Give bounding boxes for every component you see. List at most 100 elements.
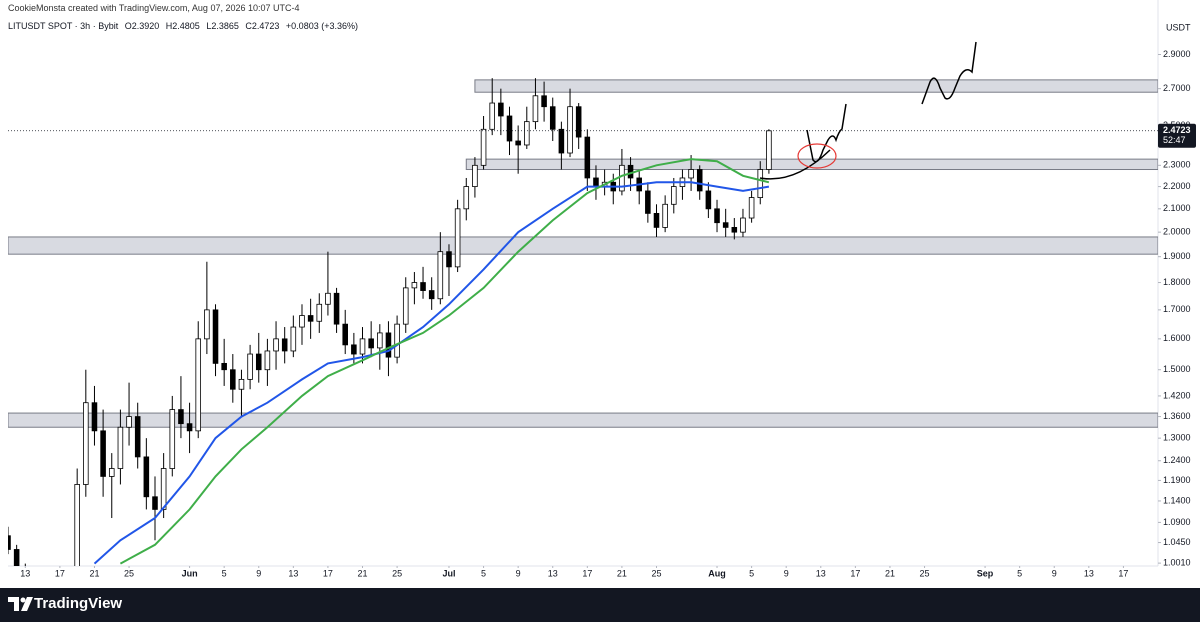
candle-body: [290, 326, 297, 352]
candle-body: [584, 136, 591, 179]
candle-body: [230, 369, 236, 390]
y-tick-label: 1.6000: [1163, 333, 1191, 343]
credit: CookieMonsta created with TradingView.co…: [8, 3, 300, 13]
candle-body: [307, 315, 314, 322]
candle-body: [143, 456, 150, 498]
y-tick-label: 1.0010: [1163, 558, 1191, 568]
x-tick-label: 25: [920, 568, 930, 578]
path-drawing: [921, 41, 977, 105]
candle-body: [541, 95, 547, 108]
candle-body: [671, 186, 677, 205]
candle-body: [757, 169, 764, 198]
candle-body: [316, 303, 323, 322]
x-tick-label: Jun: [182, 568, 198, 578]
candle-body: [325, 292, 331, 305]
y-tick-label: 1.0450: [1163, 537, 1191, 547]
x-tick-label: 21: [885, 568, 895, 578]
y-tick-label: 2.1000: [1163, 203, 1191, 213]
candle-body: [696, 169, 703, 192]
background: [0, 0, 1200, 588]
x-tick-label: 17: [323, 568, 333, 578]
x-tick-label: Jul: [442, 568, 455, 578]
candle-body: [489, 102, 495, 130]
x-tick-label: 25: [392, 568, 402, 578]
x-tick-label: 17: [55, 568, 65, 578]
y-tick-label: 2.2000: [1163, 181, 1191, 191]
x-tick-label: 13: [20, 568, 30, 578]
candle-body: [575, 106, 582, 138]
candle-body: [411, 282, 418, 289]
path-drawing: [806, 103, 847, 163]
y-tick-label: 2.9000: [1163, 49, 1191, 59]
candle-body: [195, 338, 202, 432]
x-tick-label: 13: [288, 568, 298, 578]
candle-body: [446, 251, 452, 268]
chart: USDT 2.90002.70002.50002.30002.20002.100…: [0, 0, 1200, 588]
x-tick-label: 9: [516, 568, 521, 578]
ohlc-open: O2.3920: [124, 21, 160, 31]
x-tick-label: 25: [124, 568, 134, 578]
candle-body: [186, 423, 193, 432]
countdown-label: 52:47: [1163, 135, 1186, 145]
y-tick-label: 1.2400: [1163, 455, 1191, 465]
y-tick-label: 1.5000: [1163, 364, 1191, 374]
x-tick-label: 5: [749, 568, 754, 578]
candle-body: [463, 186, 470, 210]
last-price-box: [1158, 123, 1196, 148]
candle-body: [394, 323, 400, 358]
candle-body: [722, 222, 729, 228]
y-tick-label: 1.0900: [1163, 517, 1191, 527]
candle-body: [100, 430, 106, 477]
x-tick-label: 13: [1084, 568, 1094, 578]
candle-body: [480, 128, 487, 166]
x-tick-label: 17: [850, 568, 860, 578]
x-tick-label: 5: [222, 568, 227, 578]
candle-body: [255, 353, 262, 371]
x-tick-label: 9: [256, 568, 261, 578]
y-tick-label: 1.8000: [1163, 277, 1191, 287]
x-tick-label: 13: [816, 568, 826, 578]
candle-body: [567, 106, 573, 154]
candle-body: [264, 350, 271, 371]
candle-body: [178, 409, 184, 425]
candle-body: [368, 338, 374, 349]
x-tick-label: 13: [548, 568, 558, 578]
candle-body: [342, 323, 348, 346]
candle-body: [748, 197, 755, 219]
x-tick-label: 25: [651, 568, 661, 578]
price-unit: USDT: [1166, 22, 1191, 32]
y-tick-label: 1.3600: [1163, 411, 1191, 421]
candle-body: [152, 496, 158, 510]
y-tick-label: 1.9000: [1163, 251, 1191, 261]
candle-body: [740, 217, 746, 233]
plot: [8, 78, 1158, 566]
candle-body: [524, 121, 530, 146]
y-tick-label: 1.4200: [1163, 390, 1191, 400]
candle-body: [688, 169, 694, 179]
candle-body: [204, 309, 210, 340]
drawings: [759, 41, 977, 180]
candle-body: [619, 164, 625, 192]
candle-body: [420, 282, 426, 291]
candle-body: [498, 102, 504, 117]
candle-body: [714, 208, 720, 224]
candle-body: [662, 203, 668, 228]
candle-body: [506, 115, 513, 142]
x-tick-label: 5: [481, 568, 486, 578]
x-tick-label: 21: [358, 568, 368, 578]
last-price-label: 2.4723: [1163, 125, 1191, 135]
candle-body: [247, 353, 253, 380]
y-tick-label: 1.1900: [1163, 475, 1191, 485]
candle-body: [333, 292, 340, 325]
candle-body: [117, 426, 124, 469]
candle-body: [108, 468, 115, 477]
price-axis: 2.90002.70002.50002.30002.20002.10002.00…: [1158, 49, 1196, 568]
candle-body: [705, 190, 712, 210]
x-tick-label: 9: [1052, 568, 1057, 578]
moving-average-line: [93, 181, 770, 565]
x-tick-label: 17: [1118, 568, 1128, 578]
candle-body: [558, 128, 565, 154]
candle-body: [428, 290, 435, 300]
candle-body: [212, 309, 219, 364]
candle-body: [134, 416, 141, 458]
